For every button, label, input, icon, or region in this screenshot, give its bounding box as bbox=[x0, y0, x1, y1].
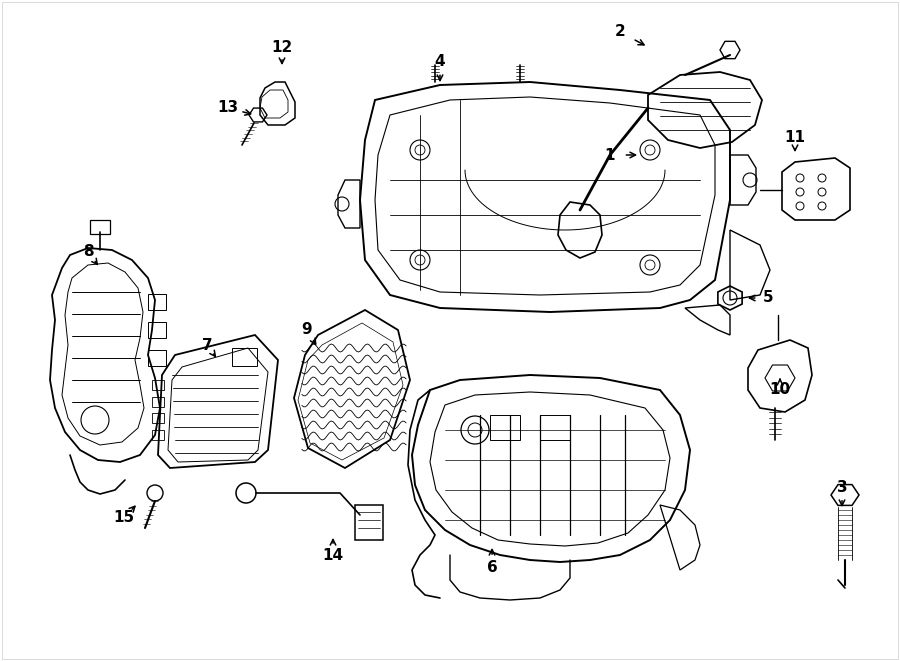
Bar bbox=[148, 322, 166, 338]
Bar bbox=[152, 413, 164, 423]
Text: 4: 4 bbox=[435, 54, 446, 69]
Text: 12: 12 bbox=[272, 40, 292, 56]
Bar bbox=[355, 505, 383, 540]
Bar bbox=[232, 348, 257, 366]
Text: 6: 6 bbox=[487, 559, 498, 574]
Bar bbox=[148, 294, 166, 310]
Bar bbox=[152, 380, 164, 390]
Text: 9: 9 bbox=[302, 323, 312, 338]
Bar bbox=[540, 415, 570, 440]
Text: 10: 10 bbox=[770, 383, 790, 397]
Text: 7: 7 bbox=[202, 338, 212, 352]
Bar bbox=[90, 220, 110, 234]
Bar bbox=[152, 430, 164, 440]
Text: 3: 3 bbox=[837, 481, 847, 496]
Text: 8: 8 bbox=[83, 245, 94, 260]
Text: 13: 13 bbox=[218, 100, 238, 116]
Text: 2: 2 bbox=[615, 24, 626, 40]
Text: 5: 5 bbox=[762, 290, 773, 305]
Bar bbox=[490, 415, 520, 440]
Bar bbox=[148, 350, 166, 366]
Text: 15: 15 bbox=[113, 510, 135, 525]
Text: 1: 1 bbox=[605, 147, 616, 163]
Bar bbox=[152, 397, 164, 407]
Text: 11: 11 bbox=[785, 130, 806, 145]
Text: 14: 14 bbox=[322, 547, 344, 563]
